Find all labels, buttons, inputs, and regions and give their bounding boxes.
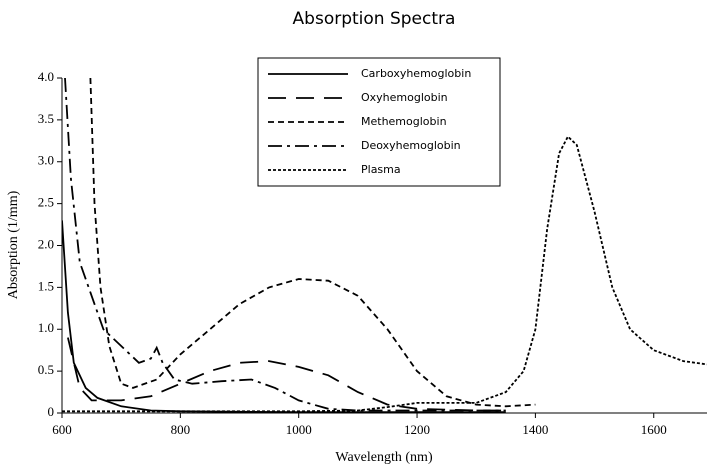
legend-label: Methemoglobin xyxy=(361,115,447,128)
x-axis-label: Wavelength (nm) xyxy=(335,450,433,465)
chart-title: Absorption Spectra xyxy=(293,9,456,29)
y-tick-label: 0.5 xyxy=(38,362,54,377)
legend-label: Deoxyhemoglobin xyxy=(361,139,461,152)
y-tick-label: 2.5 xyxy=(38,195,54,210)
x-tick-label: 1400 xyxy=(522,422,548,437)
y-tick-label: 0 xyxy=(48,404,55,419)
plot-area xyxy=(62,77,707,414)
y-tick-label: 3.0 xyxy=(38,153,54,168)
x-tick-label: 1200 xyxy=(404,422,430,437)
legend-label: Oxyhemoglobin xyxy=(361,91,448,104)
x-tick-label: 1000 xyxy=(286,422,312,437)
series-line xyxy=(64,77,506,412)
legend-label: Carboxyhemoglobin xyxy=(361,67,471,80)
y-tick-label: 4.0 xyxy=(38,69,54,84)
y-tick-label: 1.0 xyxy=(38,320,54,335)
series-line xyxy=(67,337,506,412)
y-tick-label: 3.5 xyxy=(38,111,54,126)
legend-label: Plasma xyxy=(361,163,401,176)
y-tick-label: 1.5 xyxy=(38,278,54,293)
y-tick-label: 2.0 xyxy=(38,236,54,251)
x-tick-label: 1600 xyxy=(641,422,667,437)
x-tick-label: 800 xyxy=(171,422,191,437)
x-tick-label: 600 xyxy=(52,422,72,437)
series-line xyxy=(89,77,536,408)
series-line xyxy=(62,220,506,414)
y-axis-label: Absorption (1/mm) xyxy=(6,190,21,299)
series-line xyxy=(62,135,707,413)
